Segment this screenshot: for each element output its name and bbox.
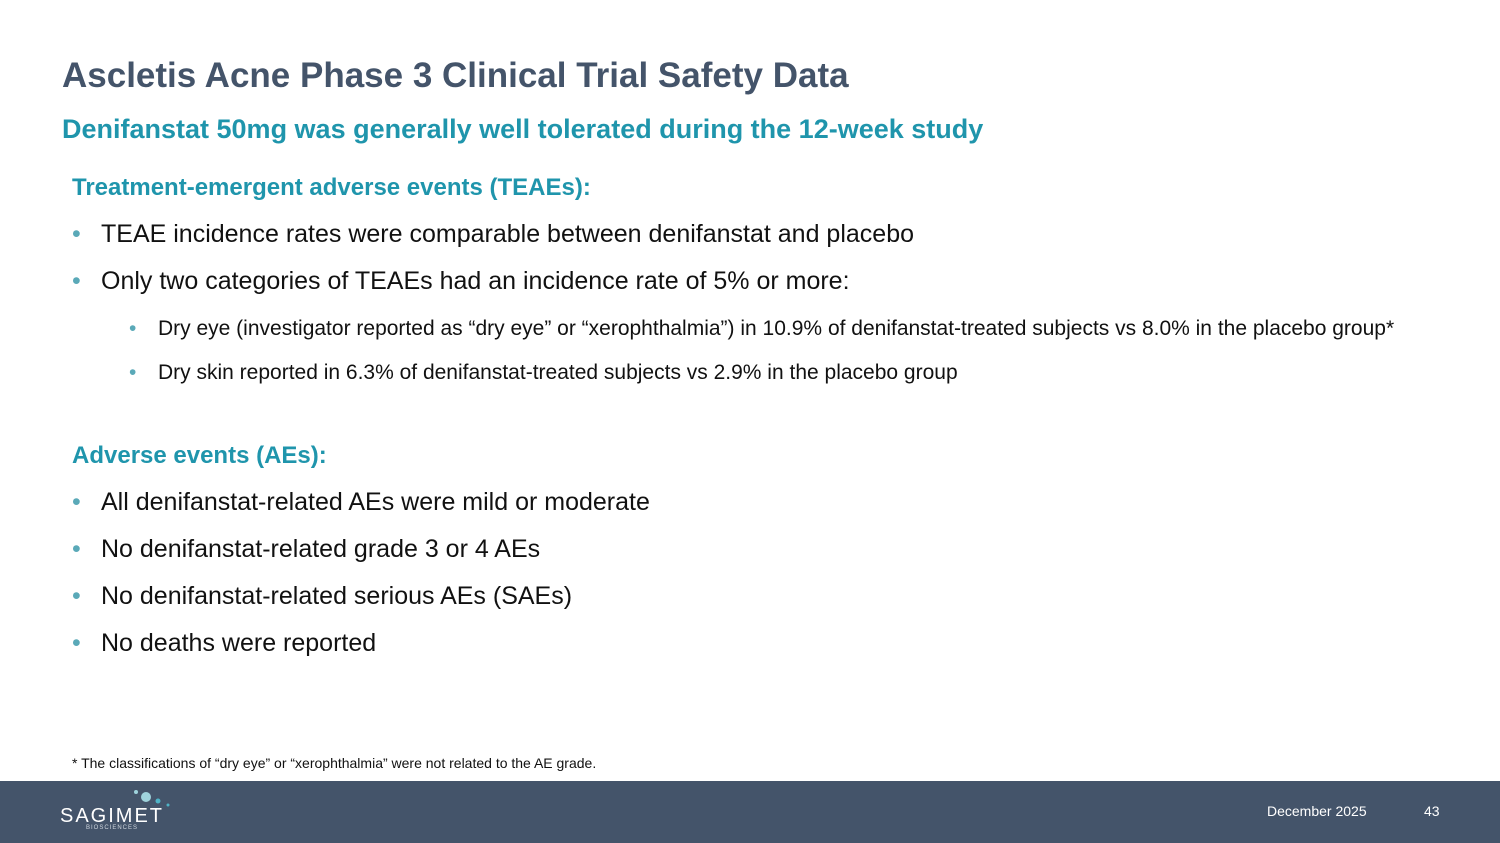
- bullet: No denifanstat-related grade 3 or 4 AEs: [72, 535, 1432, 564]
- logo-dots: [134, 790, 170, 807]
- bullet: Only two categories of TEAEs had an inci…: [72, 267, 1432, 296]
- sub-list: Dry eye (investigator reported as “dry e…: [72, 314, 1432, 388]
- footer-bar: SAGIMET BIOSCIENCES December 2025 43: [0, 781, 1500, 843]
- sub-bullet: Dry eye (investigator reported as “dry e…: [129, 314, 1432, 344]
- bullet: All denifanstat-related AEs were mild or…: [72, 488, 1432, 517]
- title: Ascletis Acne Phase 3 Clinical Trial Saf…: [62, 56, 849, 95]
- date: December 2025: [1267, 803, 1367, 819]
- sub-bullet: Dry skin reported in 6.3% of denifanstat…: [129, 358, 1432, 388]
- section-heading: Adverse events (AEs):: [72, 442, 327, 469]
- bullet-list: All denifanstat-related AEs were mild or…: [72, 488, 1432, 658]
- content: Treatment-emergent adverse events (TEAEs…: [72, 174, 1432, 712]
- subtitle: Denifanstat 50mg was generally well tole…: [62, 114, 984, 144]
- section: Treatment-emergent adverse events (TEAEs…: [72, 174, 1432, 388]
- bullet: TEAE incidence rates were comparable bet…: [72, 220, 1432, 249]
- section: Adverse events (AEs): All denifanstat-rel…: [72, 442, 1432, 658]
- logo: SAGIMET: [60, 805, 165, 827]
- logo-sub: BIOSCIENCES: [86, 825, 139, 831]
- bullet-list: TEAE incidence rates were comparable bet…: [72, 220, 1432, 388]
- page-number: 43: [1424, 803, 1440, 819]
- section-heading: Treatment-emergent adverse events (TEAEs…: [72, 174, 591, 201]
- bullet: No deaths were reported: [72, 629, 1432, 658]
- footnote: * The classifications of “dry eye” or “x…: [72, 755, 597, 771]
- bullet: No denifanstat-related serious AEs (SAEs…: [72, 582, 1432, 611]
